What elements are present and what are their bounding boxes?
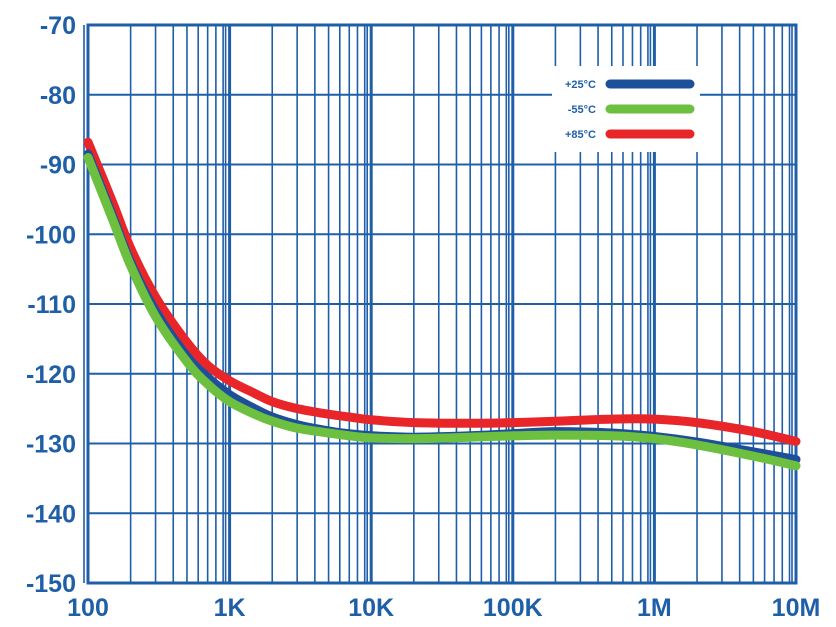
series-line — [83, 137, 801, 446]
y-tick-label: -70 — [40, 12, 76, 40]
legend: +25°C -55°C +85°C — [552, 66, 700, 152]
series-line — [83, 153, 801, 471]
plot-frame — [86, 23, 798, 585]
y-tick-label: -130 — [26, 431, 76, 459]
y-tick-label: -110 — [27, 291, 76, 319]
legend-label: +85°C — [565, 129, 596, 141]
x-tick-label: 100 — [67, 594, 109, 622]
y-tick-label: -100 — [26, 221, 76, 249]
y-tick-label: -140 — [26, 500, 76, 528]
y-tick-label: -150 — [26, 570, 76, 598]
y-axis-tick-labels: -70 -80 -90 -100 -110 -120 -130 -140 -150 — [26, 12, 76, 598]
series-lines — [83, 137, 801, 471]
x-tick-label: 10M — [772, 594, 821, 622]
legend-label: -55°C — [568, 104, 596, 116]
x-tick-label: 1M — [637, 594, 672, 622]
x-axis-tick-labels: 100 1K 10K 100K 1M 10M — [67, 594, 820, 622]
y-tick-label: -90 — [40, 152, 76, 180]
y-tick-label: -120 — [26, 361, 76, 389]
x-tick-label: 10K — [348, 594, 394, 622]
x-tick-label: 100K — [483, 594, 543, 622]
x-tick-label: 1K — [214, 594, 246, 622]
legend-label: +25°C — [565, 79, 596, 91]
y-tick-label: -80 — [40, 82, 76, 110]
